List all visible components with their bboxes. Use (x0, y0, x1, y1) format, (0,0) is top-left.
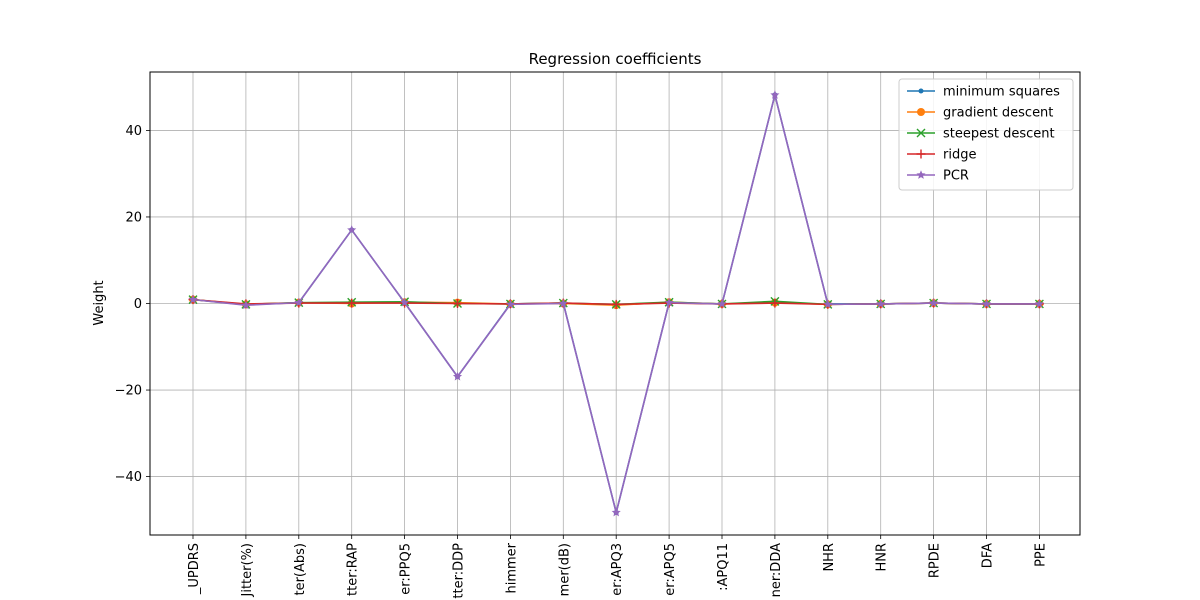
y-tick-label: 0 (134, 297, 142, 312)
legend-label: minimum squares (943, 85, 1060, 100)
data-point (929, 298, 939, 307)
data-point (453, 299, 462, 308)
legend-label: gradient descent (943, 106, 1053, 121)
x-tick-label: mer(dB) (557, 543, 572, 596)
data-point (505, 299, 515, 309)
x-tick-label: tter:RAP (346, 543, 361, 596)
x-tick-label: NHR (822, 543, 837, 572)
x-tick-label: himmer (504, 542, 519, 593)
x-tick-label: PPE (1033, 543, 1048, 567)
data-point (188, 294, 198, 304)
data-point (611, 507, 621, 517)
x-tick-label: ter(Abs) (293, 543, 308, 596)
x-tick-label: er:APQ5 (663, 543, 678, 596)
x-tick-label: ner:DDA (769, 543, 784, 598)
y-tick-label: 20 (125, 210, 142, 225)
series-PCR (188, 90, 1044, 517)
x-tick-label: er:APQ3 (610, 543, 625, 596)
legend-entry: gradient descent (907, 106, 1053, 121)
y-tick-label: −20 (115, 384, 142, 399)
data-point (823, 299, 833, 309)
x-tick-label: tter:DDP (452, 543, 467, 599)
data-point (241, 300, 251, 310)
series-layer (188, 90, 1044, 517)
legend-marker (916, 170, 926, 179)
chart-title: Regression coefficients (529, 50, 702, 68)
data-point (347, 225, 357, 234)
x-tick-label: HNR (875, 543, 890, 572)
legend-entry: minimum squares (907, 85, 1060, 100)
data-point (400, 297, 410, 307)
data-point (876, 299, 886, 308)
data-point (717, 299, 727, 308)
y-axis-label: Weight (92, 280, 107, 325)
legend-box (898, 78, 1074, 191)
data-point (1034, 299, 1044, 308)
legend-marker (916, 149, 926, 159)
legend-marker (917, 108, 925, 116)
data-point (558, 298, 568, 308)
data-point (347, 298, 357, 308)
legend-marker (918, 88, 924, 94)
legend-marker (916, 128, 926, 138)
data-point (664, 297, 674, 307)
x-tick-label: :APQ11 (716, 543, 731, 591)
x-tick-label: DFA (981, 543, 996, 568)
legend-entry: steepest descent (907, 127, 1055, 142)
y-tick-label: −40 (115, 470, 142, 485)
data-point (770, 90, 780, 99)
x-tick-label: _UPDRS (187, 543, 202, 595)
x-tick-label: er:PPQ5 (399, 543, 414, 595)
data-point (770, 298, 780, 308)
data-point (452, 371, 463, 381)
x-tick-label: Jitter(%) (240, 543, 255, 597)
legend-entry: PCR (907, 169, 969, 184)
legend-label: steepest descent (943, 127, 1055, 142)
legend-label: PCR (943, 169, 969, 184)
x-tick-label: RPDE (928, 543, 943, 578)
legend: minimum squares gradient descent steepest … (898, 78, 1074, 191)
axis-layer: _UPDRS Jitter(%) ter(Abs) tter:RAP er:PPQ5 tt… (115, 124, 1049, 599)
legend-entry: ridge (907, 148, 976, 163)
data-point (981, 299, 992, 308)
y-tick-label: 40 (125, 124, 142, 139)
data-point (294, 297, 304, 307)
legend-label: ridge (943, 148, 976, 163)
data-point (611, 299, 621, 309)
